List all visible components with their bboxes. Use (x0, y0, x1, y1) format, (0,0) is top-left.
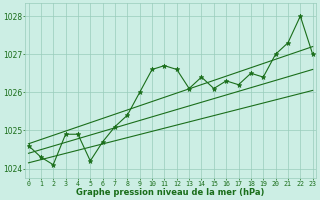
X-axis label: Graphe pression niveau de la mer (hPa): Graphe pression niveau de la mer (hPa) (76, 188, 265, 197)
